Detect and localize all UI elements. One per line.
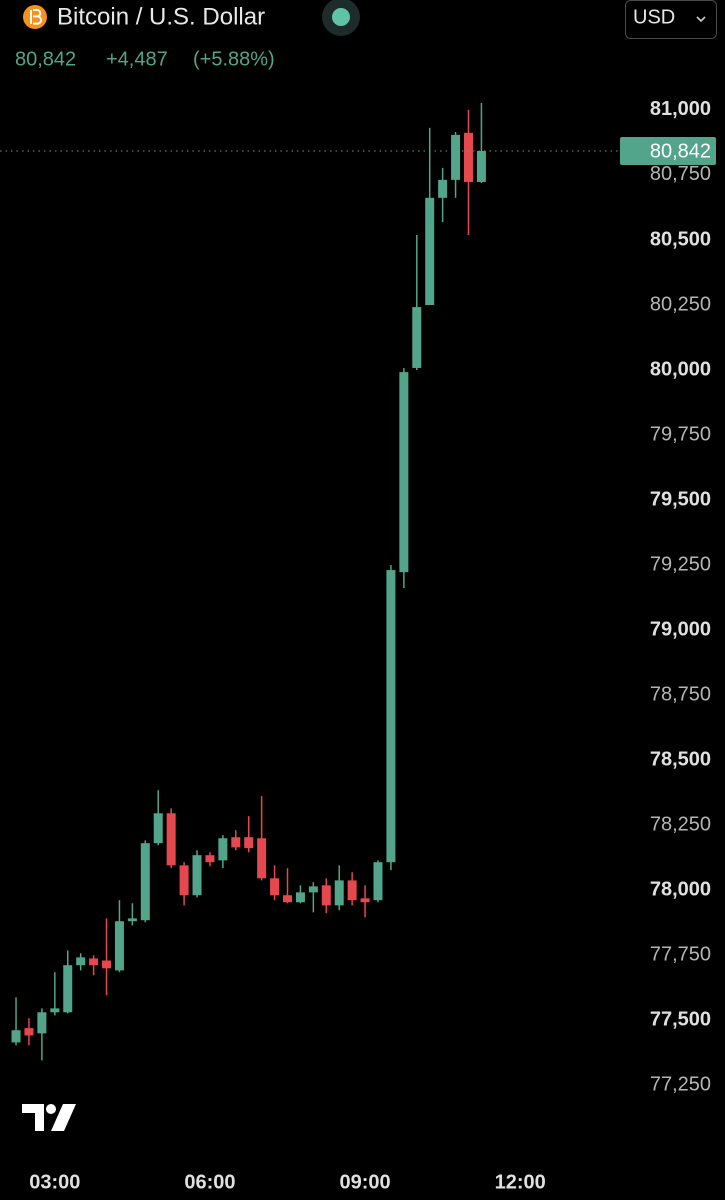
y-tick-label: 77,750 xyxy=(650,944,711,966)
symbol-title: Bitcoin / U.S. Dollar xyxy=(57,3,265,30)
candle-body xyxy=(257,838,267,879)
candle-body xyxy=(179,865,189,896)
logo-part xyxy=(46,1104,56,1114)
candle-body xyxy=(24,1028,34,1036)
y-tick-label: 79,000 xyxy=(650,618,711,640)
last-price-label: 80,842 xyxy=(650,140,711,162)
x-tick-label: 06:00 xyxy=(184,1171,235,1193)
candle-body xyxy=(127,918,137,922)
candle-body xyxy=(373,862,383,901)
candle-body xyxy=(283,895,293,903)
x-tick-label: 09:00 xyxy=(339,1171,390,1193)
candle-body xyxy=(308,886,318,893)
logo-part xyxy=(22,1104,44,1131)
header-change: +4,487 xyxy=(106,48,168,70)
y-tick-label: 79,250 xyxy=(650,553,711,575)
candle-body xyxy=(425,197,435,306)
candle-body xyxy=(192,855,202,896)
y-tick-label: 78,750 xyxy=(650,683,711,705)
plot: 77,250 77,500 77,750 78,000 78,250 78,500 78,7… xyxy=(0,98,716,1193)
currency-selector[interactable]: USD xyxy=(625,0,717,39)
y-tick-label: 81,000 xyxy=(650,98,711,120)
y-tick-label: 77,500 xyxy=(650,1009,711,1031)
candle-body xyxy=(270,878,280,896)
currency-label[interactable]: USD xyxy=(633,6,675,28)
y-tick-label: 79,500 xyxy=(650,488,711,510)
y-tick-label: 79,750 xyxy=(650,423,711,445)
candle-body xyxy=(89,958,99,966)
x-tick-label: 12:00 xyxy=(495,1171,546,1193)
candle-body xyxy=(63,965,73,1013)
status-dot xyxy=(332,8,350,26)
currency-box[interactable] xyxy=(625,0,717,39)
candle-body xyxy=(114,921,124,971)
candle-body xyxy=(231,837,241,848)
candle-body xyxy=(347,880,357,901)
candle-body xyxy=(244,837,254,849)
candle-body xyxy=(412,307,422,368)
y-tick-label: 80,500 xyxy=(650,228,711,250)
y-tick-label: 78,000 xyxy=(650,879,711,901)
y-tick-label: 77,250 xyxy=(650,1074,711,1096)
candle-body xyxy=(50,1008,60,1013)
last-price-badge xyxy=(620,137,716,166)
y-tick-label: 78,250 xyxy=(650,814,711,836)
chevron[interactable] xyxy=(696,16,706,23)
candle-body xyxy=(438,179,448,198)
header-price: 80,842 xyxy=(15,48,76,70)
candle-body xyxy=(360,898,370,903)
candle-body xyxy=(205,855,215,863)
candle-body xyxy=(334,880,344,906)
logo xyxy=(22,1104,76,1131)
candle-body xyxy=(463,132,473,182)
candle-body xyxy=(37,1012,47,1034)
candle-body xyxy=(11,1030,21,1043)
candle-body xyxy=(321,885,331,906)
candle-body xyxy=(153,813,163,844)
y-tick-label: 80,000 xyxy=(650,358,711,380)
coin-glyph xyxy=(30,9,43,25)
y-tick-label: 78,500 xyxy=(650,749,711,771)
x-tick-label: 03:00 xyxy=(29,1171,80,1193)
candle-body xyxy=(76,957,86,966)
candle-body xyxy=(476,151,486,182)
candle-body xyxy=(102,960,112,969)
header-change-pct: (+5.88%) xyxy=(193,48,275,70)
candle-body xyxy=(295,892,305,903)
candle-body xyxy=(386,570,396,863)
logo-part xyxy=(51,1104,76,1131)
candle-body xyxy=(218,838,228,861)
candle-body xyxy=(140,843,150,921)
y-tick-label: 80,250 xyxy=(650,293,711,315)
y-tick-label: 80,750 xyxy=(650,163,711,185)
candle-body xyxy=(451,134,461,180)
candle-body xyxy=(399,372,409,573)
candle-body xyxy=(166,813,176,866)
